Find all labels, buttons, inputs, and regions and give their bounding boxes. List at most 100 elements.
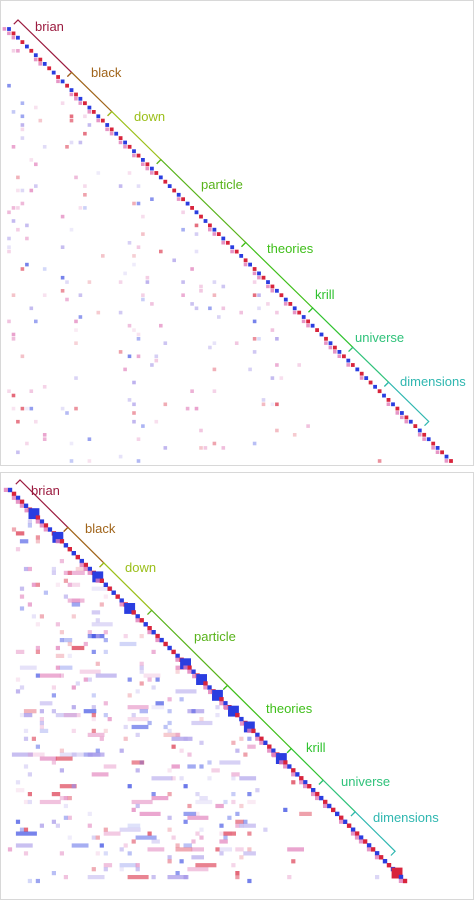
off-diagonal-cell bbox=[71, 705, 76, 710]
off-diagonal-cell bbox=[223, 835, 228, 840]
off-diagonal-cell bbox=[199, 796, 208, 801]
off-diagonal-cell bbox=[221, 284, 226, 289]
off-diagonal-cell bbox=[163, 402, 168, 407]
off-diagonal-cell bbox=[212, 280, 217, 284]
off-diagonal-cell bbox=[195, 792, 200, 797]
off-diagonal-cell bbox=[181, 280, 185, 284]
off-diagonal-cell bbox=[83, 677, 88, 682]
near-diagonal-cell bbox=[359, 376, 364, 380]
diagonal-cell bbox=[422, 432, 427, 437]
off-diagonal-cell bbox=[270, 376, 275, 380]
segment-label-down: down bbox=[134, 109, 165, 124]
off-diagonal-cell bbox=[247, 878, 252, 884]
off-diagonal-cell bbox=[123, 843, 128, 848]
off-diagonal-cell bbox=[39, 614, 44, 619]
near-diagonal-cell bbox=[444, 459, 449, 463]
off-diagonal-cell bbox=[27, 792, 32, 797]
off-diagonal-cell bbox=[252, 350, 257, 354]
diagonal-cell bbox=[65, 83, 69, 88]
diagonal-cell bbox=[283, 297, 288, 302]
off-diagonal-cell bbox=[107, 717, 112, 722]
off-diagonal-cell bbox=[51, 709, 56, 714]
off-diagonal-cell bbox=[195, 811, 200, 816]
off-diagonal-cell bbox=[83, 114, 87, 119]
off-diagonal-cell bbox=[199, 284, 203, 289]
off-diagonal-cell bbox=[87, 875, 105, 880]
off-diagonal-cell bbox=[99, 634, 104, 639]
off-diagonal-cell bbox=[67, 796, 72, 801]
off-diagonal-cell bbox=[91, 693, 96, 698]
off-diagonal-cell bbox=[34, 162, 38, 167]
off-diagonal-cell bbox=[67, 815, 72, 820]
off-diagonal-cell bbox=[59, 851, 64, 856]
off-diagonal-cell bbox=[194, 406, 199, 411]
diagonal-cell bbox=[287, 764, 292, 769]
diagonal-cell bbox=[132, 149, 136, 154]
segment-label-black: black bbox=[91, 65, 122, 80]
diagonal-cell bbox=[267, 744, 272, 749]
off-diagonal-cell bbox=[39, 673, 61, 678]
near-diagonal-cell bbox=[247, 728, 252, 733]
off-diagonal-cell bbox=[74, 406, 78, 411]
near-diagonal-cell bbox=[315, 795, 320, 801]
off-diagonal-cell bbox=[118, 310, 123, 315]
near-diagonal-cell bbox=[422, 437, 426, 441]
off-diagonal-cell bbox=[87, 732, 105, 737]
off-diagonal-cell bbox=[11, 393, 16, 398]
off-diagonal-cell bbox=[71, 784, 76, 789]
off-diagonal-cell bbox=[252, 319, 257, 324]
off-diagonal-cell bbox=[23, 736, 29, 741]
off-diagonal-cell bbox=[91, 649, 96, 654]
off-diagonal-cell bbox=[95, 673, 117, 678]
off-diagonal-cell bbox=[103, 638, 108, 643]
diagonal-cell bbox=[28, 508, 40, 520]
off-diagonal-cell bbox=[221, 446, 226, 450]
off-diagonal-cell bbox=[7, 210, 11, 215]
diagonal-cell bbox=[335, 811, 340, 817]
diagonal-cell bbox=[251, 728, 256, 734]
off-diagonal-cell bbox=[132, 402, 136, 407]
off-diagonal-cell bbox=[127, 171, 132, 175]
off-diagonal-cell bbox=[119, 867, 124, 872]
off-diagonal-cell bbox=[51, 570, 56, 575]
off-diagonal-cell bbox=[103, 630, 108, 635]
off-diagonal-cell bbox=[183, 784, 188, 789]
diagonal-cell bbox=[163, 179, 168, 184]
diagonal-cell bbox=[386, 863, 392, 868]
off-diagonal-cell bbox=[25, 441, 29, 446]
off-diagonal-cell bbox=[183, 736, 188, 741]
diagonal-cell bbox=[171, 649, 176, 655]
near-diagonal-cell bbox=[147, 630, 152, 635]
off-diagonal-cell bbox=[42, 267, 47, 271]
off-diagonal-cell bbox=[215, 847, 220, 852]
off-diagonal-cell bbox=[11, 206, 16, 210]
diagonal-cell bbox=[51, 70, 56, 75]
off-diagonal-cell bbox=[78, 140, 83, 145]
near-diagonal-cell bbox=[56, 79, 60, 84]
diagonal-cell bbox=[185, 201, 190, 206]
off-diagonal-cell bbox=[183, 843, 192, 848]
off-diagonal-cell bbox=[234, 341, 239, 345]
near-diagonal-cell bbox=[271, 753, 277, 758]
off-diagonal-cell bbox=[239, 310, 243, 315]
off-diagonal-cell bbox=[219, 823, 224, 828]
diagonal-cell bbox=[75, 554, 80, 560]
diagonal-cell bbox=[118, 136, 123, 140]
off-diagonal-cell bbox=[78, 293, 83, 297]
off-diagonal-cell bbox=[135, 863, 140, 868]
off-diagonal-cell bbox=[67, 653, 72, 658]
diagonal-cell bbox=[404, 415, 409, 420]
off-diagonal-cell bbox=[287, 875, 292, 880]
near-diagonal-cell bbox=[119, 602, 124, 607]
off-diagonal-cell bbox=[27, 523, 32, 528]
near-diagonal-cell bbox=[192, 674, 197, 679]
off-diagonal-cell bbox=[69, 118, 74, 123]
off-diagonal-cell bbox=[141, 424, 145, 428]
off-diagonal-cell bbox=[291, 780, 296, 785]
off-diagonal-cell bbox=[27, 799, 32, 805]
diagonal-cell bbox=[7, 27, 11, 31]
near-diagonal-cell bbox=[95, 578, 100, 583]
off-diagonal-cell bbox=[55, 823, 60, 828]
off-diagonal-cell bbox=[69, 140, 74, 145]
off-diagonal-cell bbox=[25, 406, 29, 411]
